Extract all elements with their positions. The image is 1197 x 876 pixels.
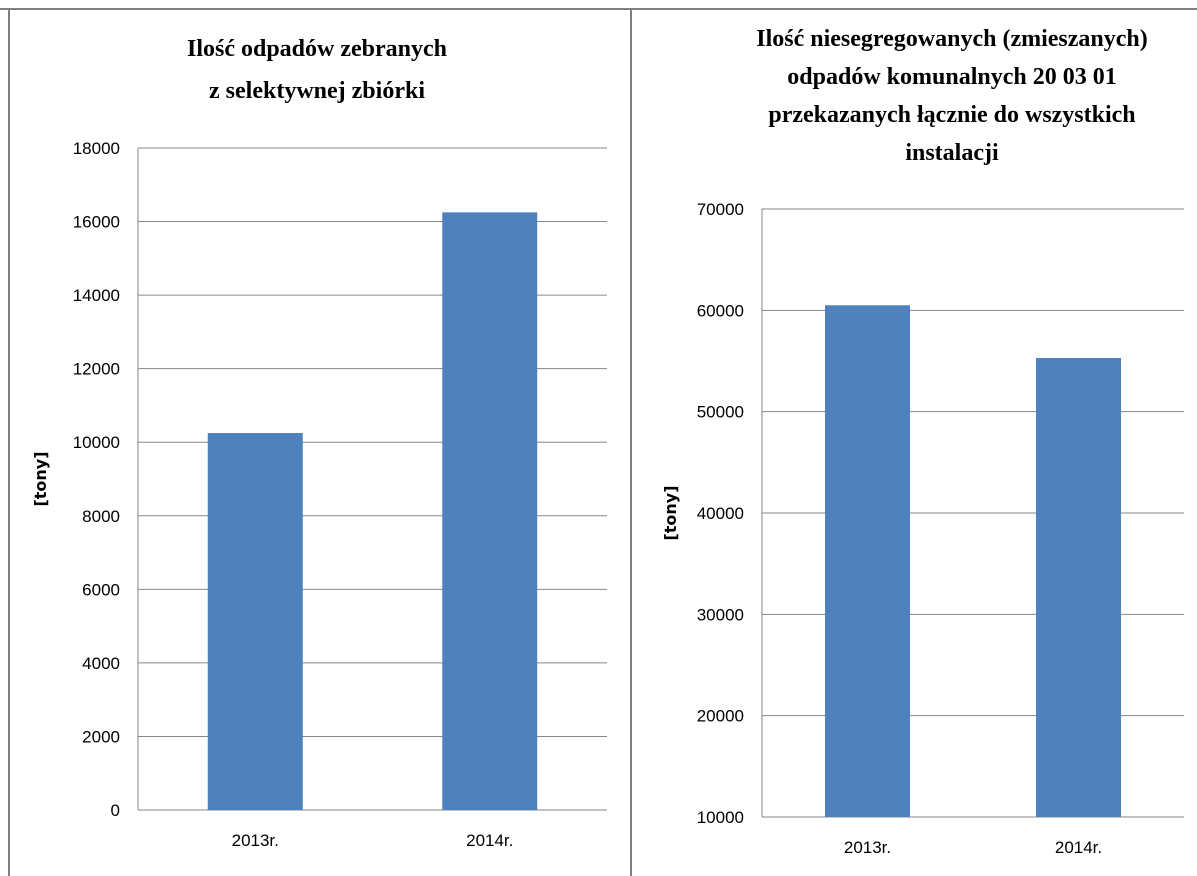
chart-mixed-municipal-waste: Ilość niesegregowanych (zmieszanych) odpa… bbox=[661, 26, 1184, 857]
y-axis-label: [tony] bbox=[31, 451, 50, 506]
y-tick-label: 70000 bbox=[697, 200, 744, 219]
y-tick-label: 16000 bbox=[73, 213, 120, 232]
frame-divider bbox=[630, 8, 632, 876]
bar-2014r bbox=[1036, 357, 1121, 817]
y-tick-label: 14000 bbox=[73, 286, 120, 305]
y-tick-label: 50000 bbox=[697, 403, 744, 422]
y-tick-label: 2000 bbox=[82, 727, 120, 746]
y-tick-label: 30000 bbox=[697, 605, 744, 624]
chart-title-line: odpadów komunalnych 20 03 01 bbox=[787, 64, 1116, 90]
y-tick-label: 60000 bbox=[697, 301, 744, 320]
y-tick-label: 40000 bbox=[697, 504, 744, 523]
chart-title-line: Ilość niesegregowanych (zmieszanych) bbox=[756, 26, 1148, 52]
x-tick-label: 2013r. bbox=[232, 831, 279, 850]
bar-2013r bbox=[207, 433, 303, 810]
bar-2014r bbox=[442, 212, 538, 811]
y-tick-label: 18000 bbox=[73, 139, 120, 158]
y-tick-label: 10000 bbox=[697, 808, 744, 827]
frame-top bbox=[0, 8, 1197, 10]
y-tick-label: 6000 bbox=[82, 580, 120, 599]
chart-selective-collection: Ilość odpadów zebranych z selektywnej zbi… bbox=[31, 36, 607, 850]
chart-panel-right: Ilość niesegregowanych (zmieszanych) odpa… bbox=[632, 0, 1197, 876]
x-tick-label: 2014r. bbox=[1055, 838, 1102, 857]
x-tick-label: 2013r. bbox=[844, 838, 891, 857]
y-tick-label: 0 bbox=[111, 801, 120, 820]
chart-title-line: Ilość odpadów zebranych bbox=[187, 36, 447, 62]
y-tick-label: 4000 bbox=[82, 654, 120, 673]
frame-left bbox=[8, 8, 10, 876]
chart-title-line: instalacji bbox=[905, 140, 999, 166]
bar-2013r bbox=[825, 305, 910, 817]
y-tick-label: 10000 bbox=[73, 433, 120, 452]
x-tick-label: 2014r. bbox=[466, 831, 513, 850]
chart-title-line: przekazanych łącznie do wszystkich bbox=[768, 102, 1135, 128]
y-tick-label: 8000 bbox=[82, 507, 120, 526]
y-tick-label: 12000 bbox=[73, 360, 120, 379]
y-axis-label: [tony] bbox=[661, 485, 680, 540]
chart-panel-left: Ilość odpadów zebranych z selektywnej zbi… bbox=[31, 36, 607, 850]
y-tick-label: 20000 bbox=[697, 707, 744, 726]
chart-title-line: z selektywnej zbiórki bbox=[209, 78, 425, 104]
